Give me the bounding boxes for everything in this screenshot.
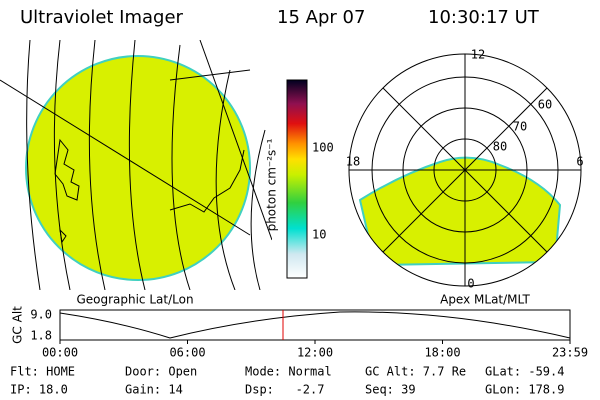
polar-label: Apex MLat/MLT: [440, 293, 530, 307]
timeline-xtick: 12:00: [297, 346, 333, 360]
polar-plot: [348, 53, 582, 287]
time: 10:30:17 UT: [428, 7, 540, 28]
timeline-xtick: 18:00: [424, 346, 460, 360]
lat-label: 60: [538, 98, 552, 112]
status-field: Flt: HOME: [10, 365, 75, 379]
status-panel: Flt: HOME Door: Open Mode: Normal GC Alt: 7…: [10, 365, 564, 397]
timeline-frame: [59, 309, 571, 341]
status-field: Dsp: -2.7: [245, 383, 324, 397]
date: 15 Apr 07: [277, 7, 365, 28]
timeline-xtick: 00:00: [42, 346, 78, 360]
timeline-ytick: 9.0: [30, 308, 52, 322]
status-field: Mode: Normal: [245, 365, 332, 379]
hour-label: 6: [576, 155, 583, 169]
status-field: IP: 18.0: [10, 383, 68, 397]
altitude-curve: [59, 311, 571, 339]
lat-label: 80: [493, 140, 507, 154]
colorbar-tick: 10: [312, 228, 326, 242]
hour-label: 0: [467, 277, 474, 291]
timeline-ylabel: GC Alt: [11, 306, 25, 344]
lat-label: 70: [513, 120, 527, 134]
geo-label: Geographic Lat/Lon: [76, 293, 193, 307]
status-field: Seq: 39: [365, 383, 416, 397]
timeline-xtick: 23:59: [552, 346, 588, 360]
hour-label: 12: [471, 48, 485, 62]
status-field: GLon: 178.9: [485, 383, 564, 397]
hour-label: 18: [346, 155, 360, 169]
timeline-xticks: 00:00 06:00 12:00 18:00 23:59: [42, 340, 588, 360]
colorbar-label: photon cm⁻²s⁻¹: [265, 138, 279, 231]
timeline-ytick: 1.8: [30, 329, 52, 343]
colorbar: [286, 79, 308, 279]
status-field: GLat: -59.4: [485, 365, 564, 379]
status-field: GC Alt: 7.7 Re: [365, 365, 466, 379]
colorbar-tick: 100: [312, 141, 334, 155]
status-field: Door: Open: [125, 365, 197, 379]
status-field: Gain: 14: [125, 383, 183, 397]
title: Ultraviolet Imager: [20, 7, 184, 28]
geo-map: [0, 40, 272, 290]
timeline-xtick: 06:00: [169, 346, 205, 360]
